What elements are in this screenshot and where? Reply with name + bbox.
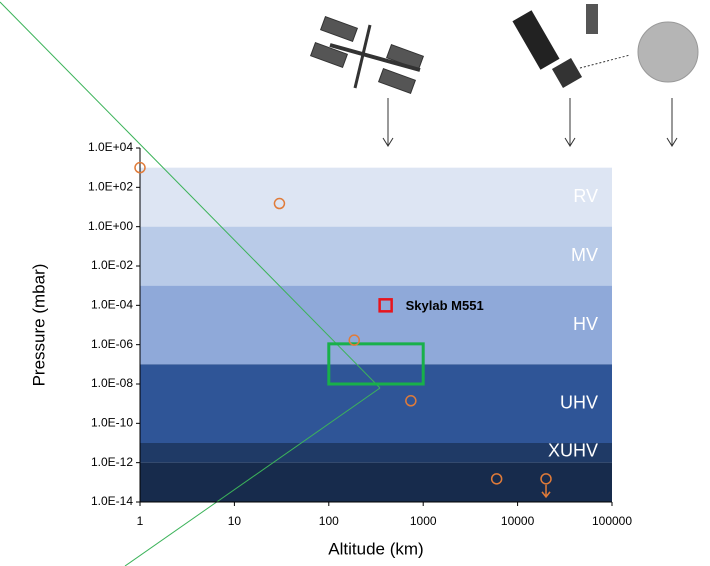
- y-tick-label: 1.0E+04: [88, 140, 133, 154]
- x-axis-title: Altitude (km): [328, 539, 423, 558]
- y-tick-label: 1.0E-06: [91, 337, 133, 351]
- band: [140, 227, 612, 286]
- band: [140, 463, 612, 502]
- y-tick-label: 1.0E-04: [91, 298, 133, 312]
- x-tick-label: 10000: [501, 514, 535, 528]
- y-tick-label: 1.0E-08: [91, 376, 133, 390]
- band-label: HV: [573, 314, 598, 334]
- band: [140, 286, 612, 365]
- band-label: RV: [573, 186, 598, 206]
- band-label: XUHV: [548, 441, 598, 461]
- y-tick-label: 1.0E-10: [91, 416, 133, 430]
- x-tick-label: 1000: [410, 514, 437, 528]
- station-icon: [311, 17, 424, 94]
- y-tick-label: 1.0E-02: [91, 258, 133, 272]
- y-tick-label: 1.0E+02: [88, 180, 133, 194]
- x-tick-label: 100000: [592, 514, 632, 528]
- x-tick-label: 100: [319, 514, 339, 528]
- x-tick-label: 10: [228, 514, 242, 528]
- x-tick-label: 1: [137, 514, 144, 528]
- y-tick-label: 1.0E-12: [91, 455, 133, 469]
- pointer-arrows: [383, 98, 677, 146]
- band: [140, 364, 612, 443]
- y-tick-label: 1.0E-14: [91, 494, 133, 508]
- y-axis-title: Pressure (mbar): [29, 264, 48, 387]
- y-tick-label: 1.0E+00: [88, 219, 133, 233]
- chart: Altitude (km) Pressure (mbar) RV MV HV UHV X…: [0, 0, 710, 566]
- band-label: MV: [571, 245, 598, 265]
- satellite-icon: [512, 4, 630, 88]
- band: [140, 443, 612, 463]
- moon-icon: [638, 22, 698, 82]
- band: [140, 168, 612, 227]
- annotation-label: Skylab M551: [406, 298, 484, 313]
- band-label: UHV: [560, 392, 598, 412]
